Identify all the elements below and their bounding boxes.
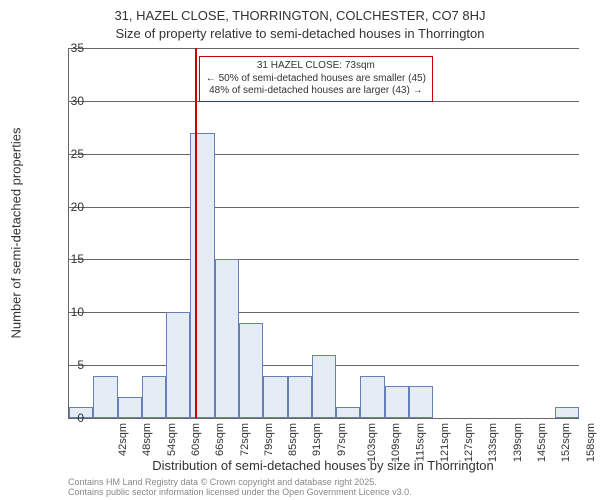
histogram-bar [288, 376, 312, 418]
histogram-bar [336, 407, 360, 418]
chart-title-line1: 31, HAZEL CLOSE, THORRINGTON, COLCHESTER… [0, 8, 600, 23]
gridline [69, 207, 579, 208]
x-tick-label: 103sqm [366, 423, 378, 462]
y-tick-label: 10 [54, 305, 84, 319]
chart-footer: Contains HM Land Registry data © Crown c… [68, 477, 412, 498]
x-tick-label: 72sqm [239, 423, 251, 456]
x-tick-label: 115sqm [414, 423, 426, 461]
x-tick-label: 54sqm [166, 423, 178, 456]
histogram-bar [555, 407, 579, 418]
chart-title-line2: Size of property relative to semi-detach… [0, 26, 600, 41]
x-tick-label: 97sqm [336, 423, 348, 456]
x-tick-label: 158sqm [585, 423, 597, 462]
x-tick-label: 121sqm [439, 423, 451, 462]
histogram-bar [215, 259, 239, 418]
y-tick-label: 35 [54, 41, 84, 55]
gridline [69, 259, 579, 260]
plot-area: 31 HAZEL CLOSE: 73sqm← 50% of semi-detac… [68, 48, 579, 419]
histogram-bar [409, 386, 433, 418]
annotation-line: 48% of semi-detached houses are larger (… [206, 85, 426, 98]
gridline [69, 312, 579, 313]
reference-marker-line [195, 48, 197, 418]
x-tick-label: 91sqm [311, 423, 323, 456]
x-tick-label: 109sqm [390, 423, 402, 462]
x-tick-label: 152sqm [560, 423, 572, 462]
x-tick-label: 79sqm [263, 423, 275, 456]
y-tick-label: 5 [54, 358, 84, 372]
x-tick-label: 42sqm [117, 423, 129, 456]
x-tick-label: 127sqm [463, 423, 475, 462]
x-tick-label: 60sqm [190, 423, 202, 456]
footer-line2: Contains public sector information licen… [68, 487, 412, 497]
footer-line1: Contains HM Land Registry data © Crown c… [68, 477, 412, 487]
gridline [69, 48, 579, 49]
histogram-bar [360, 376, 384, 418]
y-tick-label: 30 [54, 94, 84, 108]
annotation-box: 31 HAZEL CLOSE: 73sqm← 50% of semi-detac… [199, 56, 433, 102]
x-axis-label: Distribution of semi-detached houses by … [68, 458, 578, 473]
annotation-line: ← 50% of semi-detached houses are smalle… [206, 73, 426, 86]
chart-container: 31, HAZEL CLOSE, THORRINGTON, COLCHESTER… [0, 0, 600, 500]
y-tick-label: 0 [54, 411, 84, 425]
annotation-line: 31 HAZEL CLOSE: 73sqm [206, 60, 426, 73]
histogram-bar [263, 376, 287, 418]
histogram-bar [239, 323, 263, 418]
histogram-bar [385, 386, 409, 418]
histogram-bar [312, 355, 336, 418]
histogram-bar [142, 376, 166, 418]
x-tick-label: 145sqm [536, 423, 548, 462]
x-tick-label: 139sqm [512, 423, 524, 462]
y-axis-label: Number of semi-detached properties [9, 128, 24, 339]
y-tick-label: 20 [54, 200, 84, 214]
x-tick-label: 66sqm [214, 423, 226, 456]
y-tick-label: 25 [54, 147, 84, 161]
x-tick-label: 85sqm [287, 423, 299, 456]
histogram-bar [166, 312, 190, 418]
y-tick-label: 15 [54, 252, 84, 266]
x-tick-label: 133sqm [488, 423, 500, 462]
gridline [69, 154, 579, 155]
x-tick-label: 48sqm [141, 423, 153, 456]
histogram-bar [93, 376, 117, 418]
histogram-bar [118, 397, 142, 418]
